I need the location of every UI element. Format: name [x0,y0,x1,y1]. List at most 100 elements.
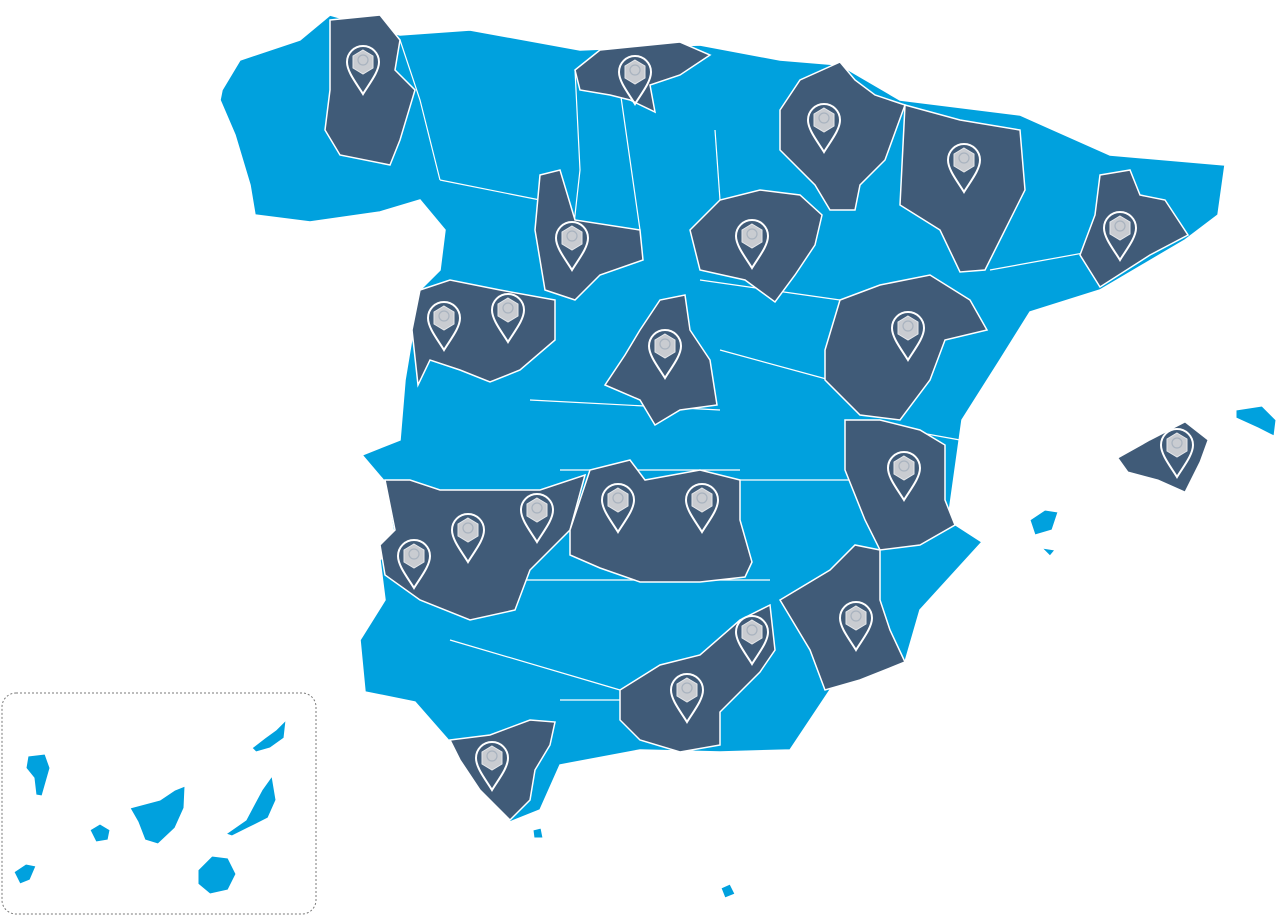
location-pin-icon[interactable] [474,741,510,792]
canary-island [89,823,111,843]
location-pin-icon[interactable] [490,293,526,344]
pin-outline [886,451,922,502]
province-border [449,639,621,691]
pin-outline [617,55,653,106]
pin-outline [734,615,770,666]
badge-hexagon-icon [813,107,835,133]
badge-hexagon-icon [607,487,629,513]
badge-hexagon-icon [352,49,374,75]
badge-logo-icon [818,112,830,124]
location-pin-icon[interactable] [806,103,842,154]
badge-logo-icon [746,624,758,636]
badge-logo-icon [629,64,641,76]
badge-hexagon-icon [497,297,519,323]
pin-outline [426,301,462,352]
badge-logo-icon [681,682,693,694]
location-pin-icon[interactable] [684,483,720,534]
canary-islands-inset [1,692,317,915]
badge-hexagon-icon [654,333,676,359]
badge-logo-icon [566,230,578,242]
highlighted-province[interactable] [1079,169,1190,289]
highlighted-province[interactable] [411,279,556,388]
badge-hexagon-icon [481,745,503,771]
location-pin-icon[interactable] [396,539,432,590]
badge-hexagon-icon [624,59,646,85]
pin-outline [684,483,720,534]
markers-layer [345,45,1195,792]
badge-logo-icon [502,302,514,314]
island [1040,547,1056,557]
badge-hexagon-icon [691,487,713,513]
badge-logo-icon [357,54,369,66]
badge-hexagon-icon [676,677,698,703]
highlighted-province[interactable] [603,294,718,427]
canary-island [251,718,287,753]
pin-outline [600,483,636,534]
province-border [439,179,541,201]
location-pin-icon[interactable] [450,513,486,564]
highlighted-province[interactable] [534,169,644,301]
badge-hexagon-icon [433,305,455,331]
pin-outline [396,539,432,590]
badge-hexagon-icon [953,147,975,173]
badge-logo-icon [486,750,498,762]
highlighted-province[interactable] [448,719,556,822]
badge-hexagon-icon [1109,215,1131,241]
location-pin-icon[interactable] [734,615,770,666]
location-pin-icon[interactable] [1102,211,1138,262]
pin-outline [647,329,683,380]
location-pin-icon[interactable] [838,601,874,652]
location-pin-icon[interactable] [647,329,683,380]
pin-outline [450,513,486,564]
location-pin-icon[interactable] [519,493,555,544]
location-pin-icon[interactable] [886,451,922,502]
badge-logo-icon [902,320,914,332]
highlighted-province[interactable] [844,419,956,551]
pin-outline [806,103,842,154]
pin-outline [554,221,590,272]
pin-outline [474,741,510,792]
location-pin-icon[interactable] [600,483,636,534]
highlighted-province[interactable] [824,274,989,421]
badge-hexagon-icon [561,225,583,251]
badge-logo-icon [659,338,671,350]
highlighted-province[interactable] [778,544,907,691]
highlighted-province[interactable] [779,61,906,211]
badge-logo-icon [612,492,624,504]
pin-outline [1159,428,1195,479]
location-pin-icon[interactable] [617,55,653,106]
badge-logo-icon [696,492,708,504]
badge-logo-icon [462,522,474,534]
badge-logo-icon [746,228,758,240]
location-pin-icon[interactable] [734,219,770,270]
badge-hexagon-icon [741,223,763,249]
island [1235,405,1277,437]
badge-logo-icon [850,610,862,622]
canary-island [197,855,237,895]
island-mallorca [1117,421,1209,493]
badge-logo-icon [898,460,910,472]
location-pin-icon[interactable] [890,311,926,362]
badge-hexagon-icon [457,517,479,543]
inset-frame [1,692,317,915]
pin-outline [838,601,874,652]
badge-hexagon-icon [526,497,548,523]
badge-logo-icon [958,152,970,164]
province-border [714,129,721,201]
badge-hexagon-icon [897,315,919,341]
badge-hexagon-icon [845,605,867,631]
location-pin-icon[interactable] [1159,428,1195,479]
badge-hexagon-icon [403,543,425,569]
highlighted-province[interactable] [569,459,753,583]
location-pin-icon[interactable] [554,221,590,272]
canary-island [129,785,186,845]
province-border [399,39,441,181]
location-pin-icon[interactable] [426,301,462,352]
province-border [619,89,641,231]
highlighted-province[interactable] [324,14,416,166]
location-pin-icon[interactable] [345,45,381,96]
pin-outline [345,45,381,96]
location-pin-icon[interactable] [669,673,705,724]
badge-hexagon-icon [741,619,763,645]
location-pin-icon[interactable] [946,143,982,194]
